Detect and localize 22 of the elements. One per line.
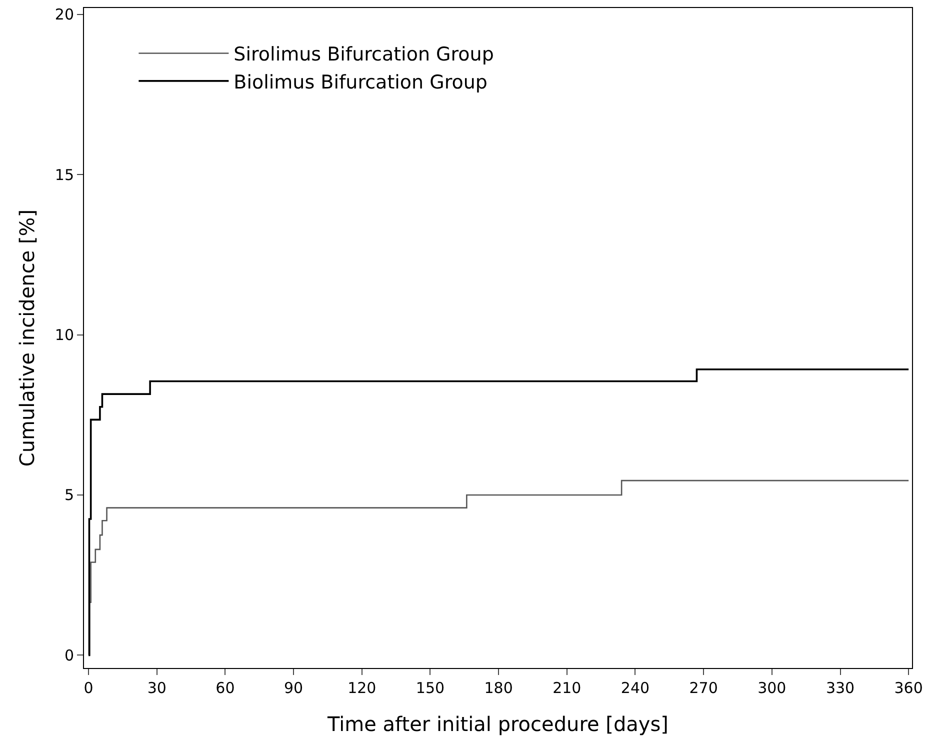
y-axis-title: Cumulative incidence [%] (15, 209, 39, 467)
y-tick-label: 20 (54, 6, 74, 24)
x-tick-label: 30 (147, 679, 166, 697)
legend-label: Sirolimus Bifurcation Group (234, 44, 494, 66)
y-tick-label: 5 (64, 486, 74, 504)
x-tick-label: 90 (284, 679, 304, 697)
x-tick-label: 150 (416, 679, 445, 697)
x-tick-label: 240 (620, 679, 650, 697)
y-tick-label: 0 (64, 646, 74, 664)
x-tick-label: 180 (484, 679, 513, 697)
x-tick-label: 270 (689, 679, 718, 697)
x-tick-label: 360 (894, 679, 923, 697)
x-tick-label: 210 (552, 679, 582, 697)
x-tick-label: 300 (758, 679, 786, 697)
legend-label: Biolimus Bifurcation Group (234, 71, 488, 94)
x-axis-title: Time after initial procedure [days] (326, 712, 668, 736)
y-tick-label: 10 (54, 326, 74, 344)
x-tick-label: 0 (84, 679, 94, 697)
x-tick-label: 60 (216, 679, 235, 697)
x-tick-label: 330 (826, 679, 855, 697)
y-tick-label: 15 (54, 166, 74, 184)
x-tick-label: 120 (348, 679, 376, 697)
